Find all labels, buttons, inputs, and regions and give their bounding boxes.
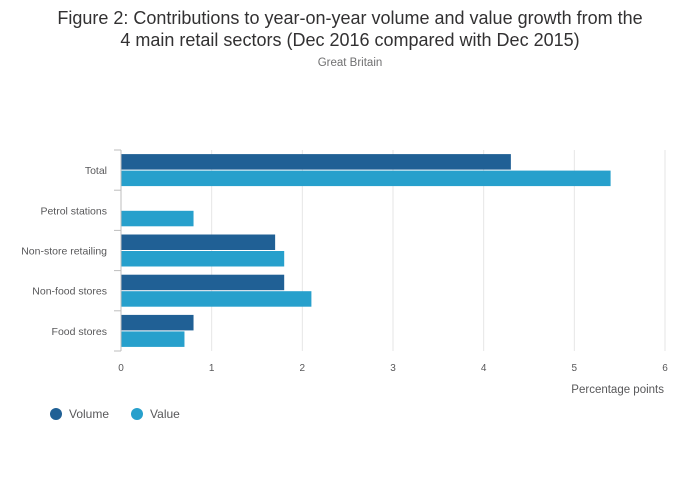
x-tick-label: 5	[572, 363, 578, 374]
y-tick-label: Total	[85, 165, 107, 177]
legend-item-value[interactable]: Value	[131, 407, 180, 421]
legend: Volume Value	[50, 407, 202, 421]
y-tick-label: Non-food stores	[32, 286, 107, 298]
bars	[121, 154, 611, 347]
x-tick-label: 4	[481, 363, 487, 374]
x-axis-title: Percentage points	[571, 384, 664, 396]
y-tick-label: Non-store retailing	[21, 246, 107, 258]
bar-value-food-stores[interactable]	[121, 331, 185, 347]
chart-title-line-2: 4 main retail sectors (Dec 2016 compared…	[120, 30, 580, 50]
legend-swatch-value	[131, 408, 144, 420]
chart-subtitle: Great Britain	[317, 57, 383, 69]
bar-value-petrol-stations[interactable]	[121, 210, 194, 227]
bar-volume-total[interactable]	[121, 154, 511, 170]
axes: 0 1 2 3 4 5 6 Total Petrol stations Non-store ret…	[21, 149, 668, 374]
x-tick-label: 3	[390, 363, 396, 374]
x-tick-label: 6	[662, 363, 668, 374]
x-tick-label: 2	[300, 363, 306, 374]
chart-title: Figure 2: Contributions to year-on-year …	[0, 7, 700, 51]
legend-swatch-volume	[50, 408, 62, 420]
legend-label-volume: Volume	[69, 407, 110, 421]
y-tick-label: Petrol stations	[40, 205, 107, 217]
bar-volume-non-food-stores[interactable]	[121, 274, 285, 291]
x-tick-label: 0	[118, 363, 124, 374]
bar-value-non-food-stores[interactable]	[121, 291, 312, 307]
chart-title-line-1: Figure 2: Contributions to year-on-year …	[57, 8, 643, 28]
x-tick-label: 1	[209, 363, 215, 374]
bar-value-non-store-retailing[interactable]	[121, 251, 285, 267]
bar-volume-food-stores[interactable]	[121, 314, 194, 331]
legend-label-value: Value	[150, 407, 180, 421]
legend-item-volume[interactable]: Volume	[50, 407, 109, 421]
bar-value-total[interactable]	[121, 170, 611, 187]
bar-volume-non-store-retailing[interactable]	[121, 234, 276, 251]
y-tick-label: Food stores	[52, 326, 107, 338]
